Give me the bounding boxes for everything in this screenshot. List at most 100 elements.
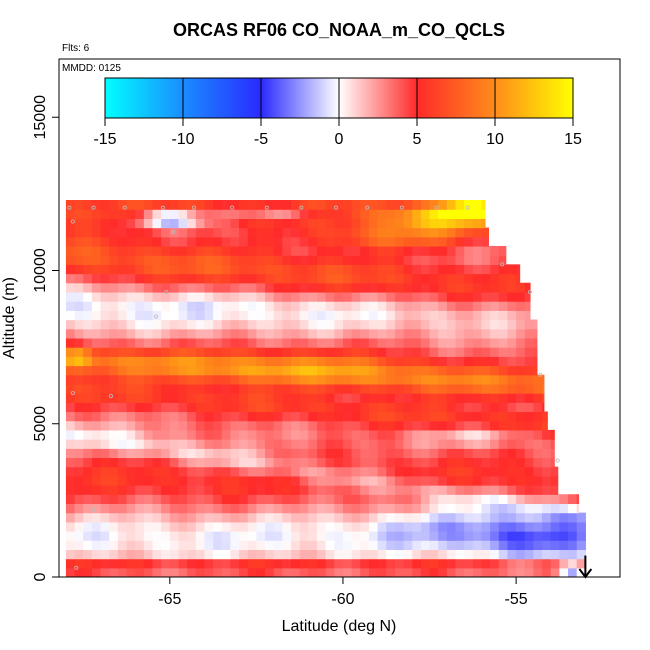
heatmap-cell — [360, 411, 370, 422]
heatmap-cell — [126, 402, 136, 413]
heatmap-cell — [533, 411, 543, 422]
heatmap-cell — [126, 475, 136, 486]
heatmap-cell — [91, 365, 102, 376]
heatmap-cell — [325, 227, 335, 238]
heatmap-cell — [420, 429, 431, 440]
heatmap-cell — [533, 347, 538, 357]
heatmap-cell — [265, 549, 275, 560]
heatmap-cell — [282, 273, 292, 284]
heatmap-cell — [325, 411, 335, 422]
heatmap-cell — [351, 255, 361, 265]
heatmap-cell — [74, 227, 84, 238]
heatmap-cell — [420, 273, 431, 284]
heatmap-cell — [438, 227, 448, 238]
heatmap-cell — [230, 503, 240, 514]
heatmap-cell — [117, 567, 128, 577]
heatmap-cell — [412, 558, 422, 569]
heatmap-cell — [446, 264, 457, 275]
flight-marker — [164, 289, 169, 294]
heatmap-cell — [394, 429, 405, 440]
heatmap-cell — [394, 549, 405, 560]
heatmap-cell — [368, 494, 379, 505]
heatmap-cell — [74, 485, 84, 495]
heatmap-cell — [438, 531, 448, 541]
heatmap-cell — [291, 402, 301, 413]
heatmap-cell — [282, 264, 292, 275]
heatmap-cell — [377, 209, 387, 219]
heatmap-cell — [178, 549, 188, 560]
heatmap-cell — [65, 291, 76, 302]
heatmap-cell — [265, 227, 275, 238]
heatmap-cell — [368, 365, 379, 376]
heatmap-cell — [117, 245, 128, 256]
heatmap-cell — [265, 540, 275, 551]
heatmap-cell — [282, 494, 292, 505]
heatmap-cell — [334, 273, 344, 284]
heatmap-cell — [299, 549, 309, 560]
heatmap-cell — [464, 485, 474, 495]
heatmap-cell — [420, 567, 431, 577]
heatmap-cell — [394, 356, 405, 367]
heatmap-cell — [420, 531, 431, 541]
heatmap-cell — [533, 558, 543, 569]
heatmap-cell — [403, 383, 413, 394]
heatmap-cell — [516, 337, 526, 348]
heatmap-cell — [308, 347, 318, 357]
heatmap-cell — [230, 402, 240, 413]
heatmap-cell — [559, 558, 569, 569]
heatmap-cell — [403, 328, 413, 339]
heatmap-cell — [403, 264, 413, 275]
heatmap-cell — [273, 365, 283, 376]
heatmap-cell — [507, 264, 517, 275]
heatmap-cell — [178, 466, 188, 477]
heatmap-cell — [273, 485, 283, 495]
heatmap-cell — [239, 475, 249, 486]
heatmap-cell — [299, 264, 309, 275]
heatmap-cell — [420, 485, 431, 495]
heatmap-cell — [135, 356, 145, 367]
heatmap-cell — [291, 374, 301, 385]
heatmap-cell — [152, 531, 162, 541]
heatmap-cell — [533, 475, 543, 486]
heatmap-cell — [187, 466, 197, 477]
heatmap-cell — [342, 199, 353, 210]
heatmap-cell — [299, 567, 309, 577]
heatmap-cell — [368, 429, 379, 440]
heatmap-cell — [221, 393, 232, 403]
heatmap-cell — [386, 540, 396, 551]
heatmap-cell — [282, 245, 292, 256]
heatmap-cell — [498, 531, 509, 541]
heatmap-cell — [230, 301, 240, 311]
heatmap-cell — [316, 485, 327, 495]
heatmap-cell — [446, 457, 457, 468]
heatmap-cell — [239, 549, 249, 560]
heatmap-cell — [273, 448, 283, 459]
heatmap-cell — [143, 383, 154, 394]
heatmap-cell — [291, 209, 301, 219]
heatmap-cell — [429, 567, 439, 577]
heatmap-cell — [152, 209, 162, 219]
heatmap-cell — [273, 236, 283, 247]
heatmap-cell — [213, 383, 223, 394]
heatmap-cell — [204, 475, 214, 486]
heatmap-cell — [100, 199, 110, 210]
colorbar-tick-label: -5 — [254, 131, 268, 148]
heatmap-cell — [386, 457, 396, 468]
heatmap-cell — [213, 457, 223, 468]
heatmap-cell — [386, 337, 396, 348]
heatmap-cell — [533, 319, 538, 330]
heatmap-cell — [91, 337, 102, 348]
heatmap-cell — [325, 374, 335, 385]
heatmap-cell — [446, 291, 457, 302]
heatmap-cell — [100, 264, 110, 275]
heatmap-cell — [256, 411, 266, 422]
heatmap-cell — [126, 383, 136, 394]
date-label: MMDD: 0125 — [62, 63, 121, 74]
heatmap-cell — [524, 503, 535, 514]
heatmap-cell — [83, 485, 93, 495]
x-tick-label: -65 — [158, 591, 181, 608]
heatmap-cell — [169, 420, 180, 431]
heatmap-cell — [542, 475, 552, 486]
heatmap-cell — [213, 273, 223, 284]
heatmap-cell — [429, 236, 439, 247]
